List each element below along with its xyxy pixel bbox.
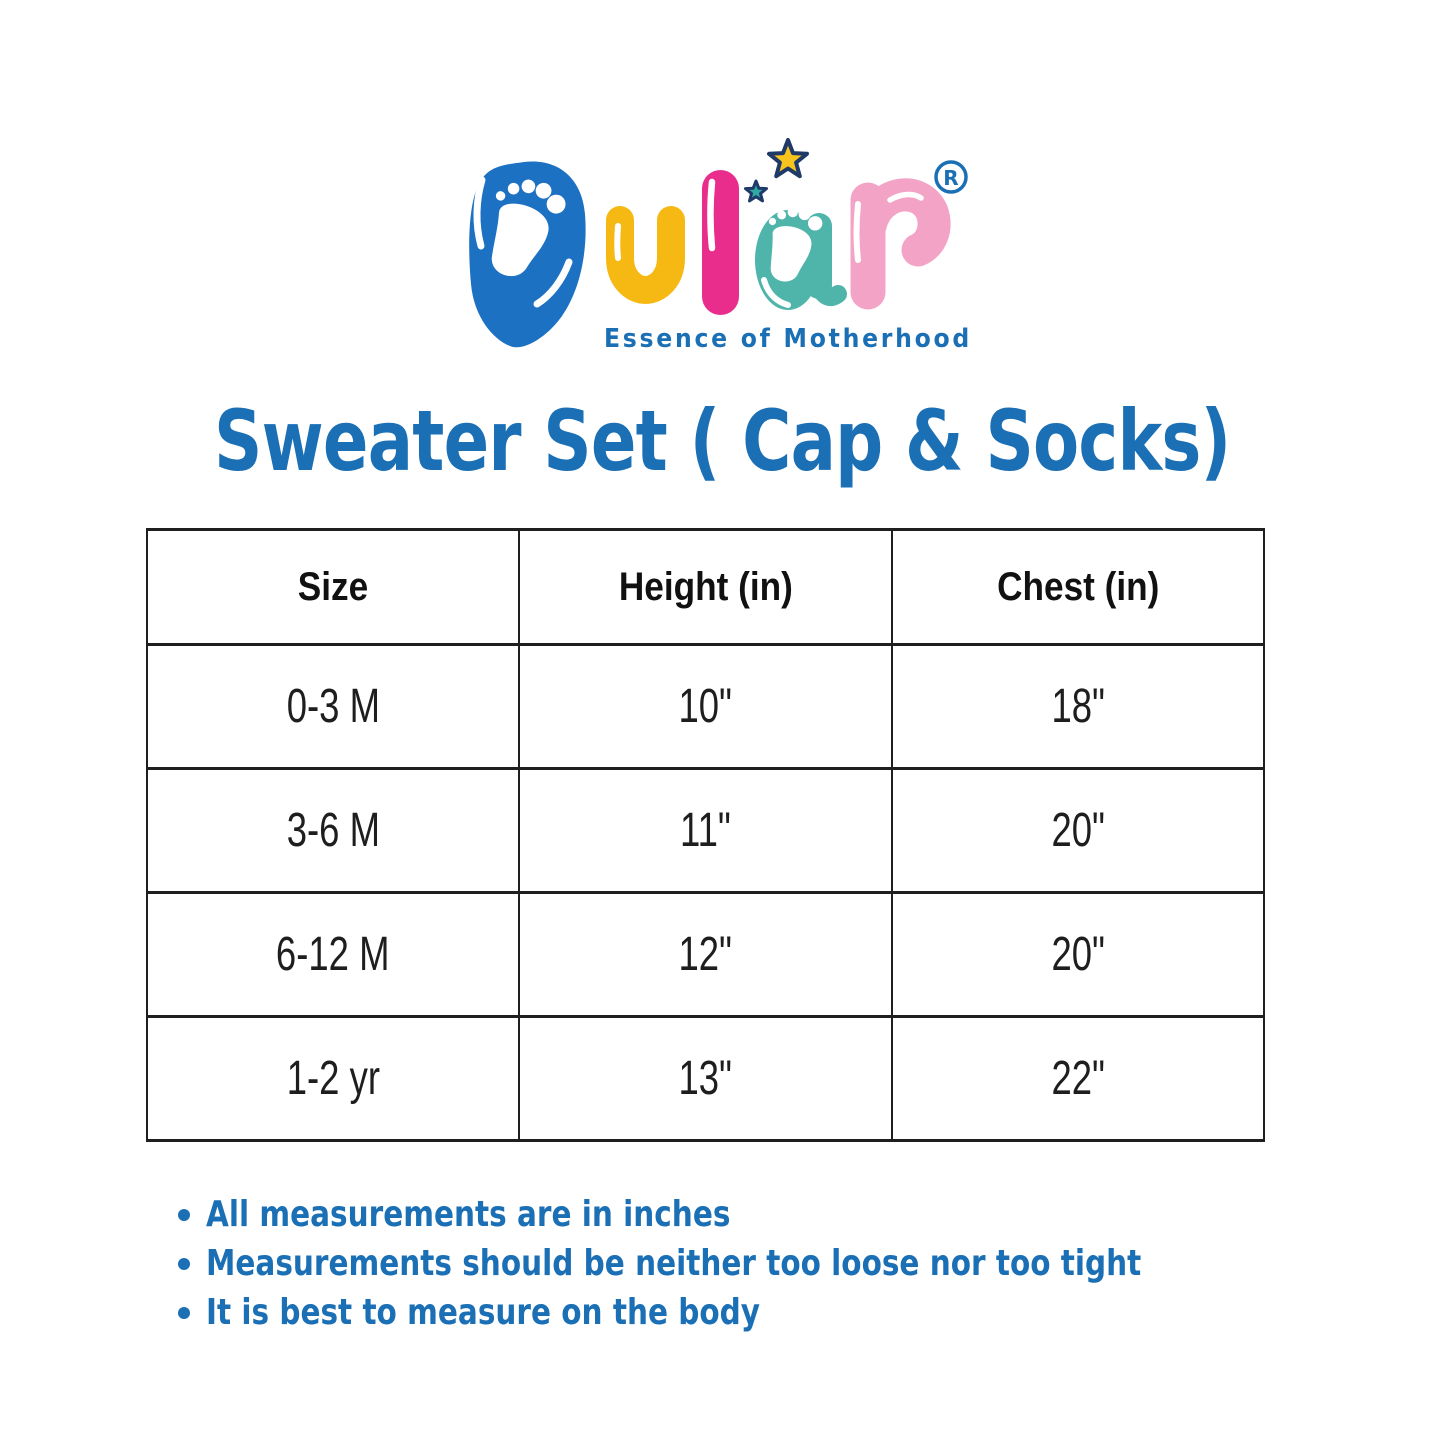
- cell-height: 13": [518, 1015, 893, 1142]
- letter-a-tail: [810, 271, 847, 307]
- cell-size: 0-3 M: [145, 643, 521, 770]
- d-highlight: [473, 176, 486, 250]
- a-highlight: [761, 277, 791, 308]
- cell-size: 3-6 M: [145, 767, 521, 894]
- header-row: Size Height (in) Chest (in): [145, 528, 1266, 646]
- r-highlight-2: [887, 191, 924, 203]
- note-text: Measurements should be neither too loose…: [206, 1243, 1142, 1284]
- header-cell-chest: Chest (in): [890, 528, 1266, 646]
- registered-mark-letter: R: [943, 166, 958, 190]
- cell-size: 6-12 M: [145, 891, 521, 1018]
- letter-l-shape: [702, 170, 739, 315]
- table-row: 3-6 M 11" 20": [145, 767, 1266, 894]
- table-header: Size Height (in) Chest (in): [145, 528, 1266, 646]
- table-row: 1-2 yr 13" 22": [145, 1015, 1266, 1142]
- letter-d: [469, 161, 586, 348]
- note-item: It is best to measure on the body: [178, 1288, 1347, 1337]
- table-row: 6-12 M 12" 20": [145, 891, 1266, 1018]
- letter-u: [606, 206, 685, 305]
- note-text: All measurements are in inches: [206, 1194, 731, 1235]
- size-chart-table: Size Height (in) Chest (in) 0-3 M 10" 18…: [145, 528, 1266, 1142]
- letter-a: [755, 202, 847, 310]
- cell-height: 12": [518, 891, 893, 1018]
- d-highlight-2: [533, 258, 573, 308]
- letter-u-shape: [606, 206, 685, 305]
- bullet-dot: [178, 1306, 190, 1319]
- cell-chest: 20": [890, 767, 1266, 894]
- u-highlight: [614, 223, 621, 261]
- cell-chest: 18": [890, 643, 1266, 770]
- brand-logo: R Essence of Motherhood: [458, 138, 990, 354]
- cell-height: 10": [518, 643, 893, 770]
- small-star-icon: [744, 179, 768, 203]
- table-body: 0-3 M 10" 18" 3-6 M 11" 20" 6-12 M 12" 2…: [145, 643, 1266, 1142]
- dular-logo-graphic: R Essence of Motherhood: [469, 138, 972, 354]
- page-title: Sweater Set ( Cap & Socks): [0, 392, 1445, 490]
- header-cell-size: Size: [145, 528, 521, 646]
- cell-chest: 20": [890, 891, 1266, 1018]
- brand-tagline: Essence of Motherhood: [604, 324, 972, 354]
- letter-l: [702, 170, 739, 315]
- letter-r: [850, 178, 951, 310]
- cell-size: 1-2 yr: [145, 1015, 521, 1142]
- header-cell-height: Height (in): [518, 528, 893, 646]
- cell-height: 11": [518, 767, 893, 894]
- bullet-dot: [178, 1208, 190, 1221]
- notes-list: All measurements are in inches Measureme…: [178, 1190, 1347, 1337]
- page-title-text: Sweater Set ( Cap & Socks): [214, 392, 1231, 490]
- big-star-icon: [767, 138, 809, 179]
- note-text: It is best to measure on the body: [206, 1292, 761, 1333]
- registered-trademark-icon: R: [934, 160, 968, 194]
- cell-chest: 22": [890, 1015, 1266, 1142]
- note-item: Measurements should be neither too loose…: [178, 1239, 1347, 1288]
- r-highlight: [853, 201, 861, 263]
- letter-r-arch: [853, 178, 951, 267]
- table-row: 0-3 M 10" 18": [145, 643, 1266, 770]
- bullet-dot: [178, 1257, 190, 1270]
- note-item: All measurements are in inches: [178, 1190, 1347, 1239]
- l-highlight: [707, 178, 716, 252]
